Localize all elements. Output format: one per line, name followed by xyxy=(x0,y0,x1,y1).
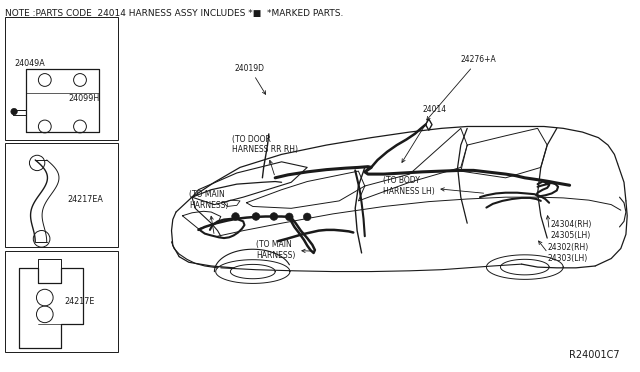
Circle shape xyxy=(232,213,239,220)
Text: 24304(RH)
24305(LH): 24304(RH) 24305(LH) xyxy=(550,220,592,240)
Text: 24099H: 24099H xyxy=(68,94,100,103)
Circle shape xyxy=(11,108,17,115)
Text: 24019D: 24019D xyxy=(235,64,266,94)
Text: NOTE :PARTS CODE  24014 HARNESS ASSY INCLUDES *■  *MARKED PARTS.: NOTE :PARTS CODE 24014 HARNESS ASSY INCL… xyxy=(5,9,344,18)
Text: (TO MAIN
HARNESS): (TO MAIN HARNESS) xyxy=(256,240,311,260)
Bar xyxy=(5,251,118,352)
Text: (TO MAIN
HARNESS): (TO MAIN HARNESS) xyxy=(189,190,228,234)
Bar xyxy=(5,17,118,140)
Circle shape xyxy=(252,213,260,220)
Text: 24049A: 24049A xyxy=(14,60,45,68)
Text: R24001C7: R24001C7 xyxy=(569,350,620,360)
Circle shape xyxy=(285,213,293,221)
Text: 24014: 24014 xyxy=(402,105,447,163)
Bar xyxy=(5,143,118,247)
Text: (TO DOOR
HARNESS RR RH): (TO DOOR HARNESS RR RH) xyxy=(232,135,298,175)
Text: 24217E: 24217E xyxy=(64,297,94,306)
Text: 24302(RH)
24303(LH): 24302(RH) 24303(LH) xyxy=(548,243,589,263)
Text: 24276+A: 24276+A xyxy=(427,55,497,120)
Circle shape xyxy=(303,213,311,221)
Text: (TO BODY
HARNESS LH): (TO BODY HARNESS LH) xyxy=(383,176,484,196)
Text: 24217EA: 24217EA xyxy=(67,195,103,203)
Circle shape xyxy=(270,213,278,220)
